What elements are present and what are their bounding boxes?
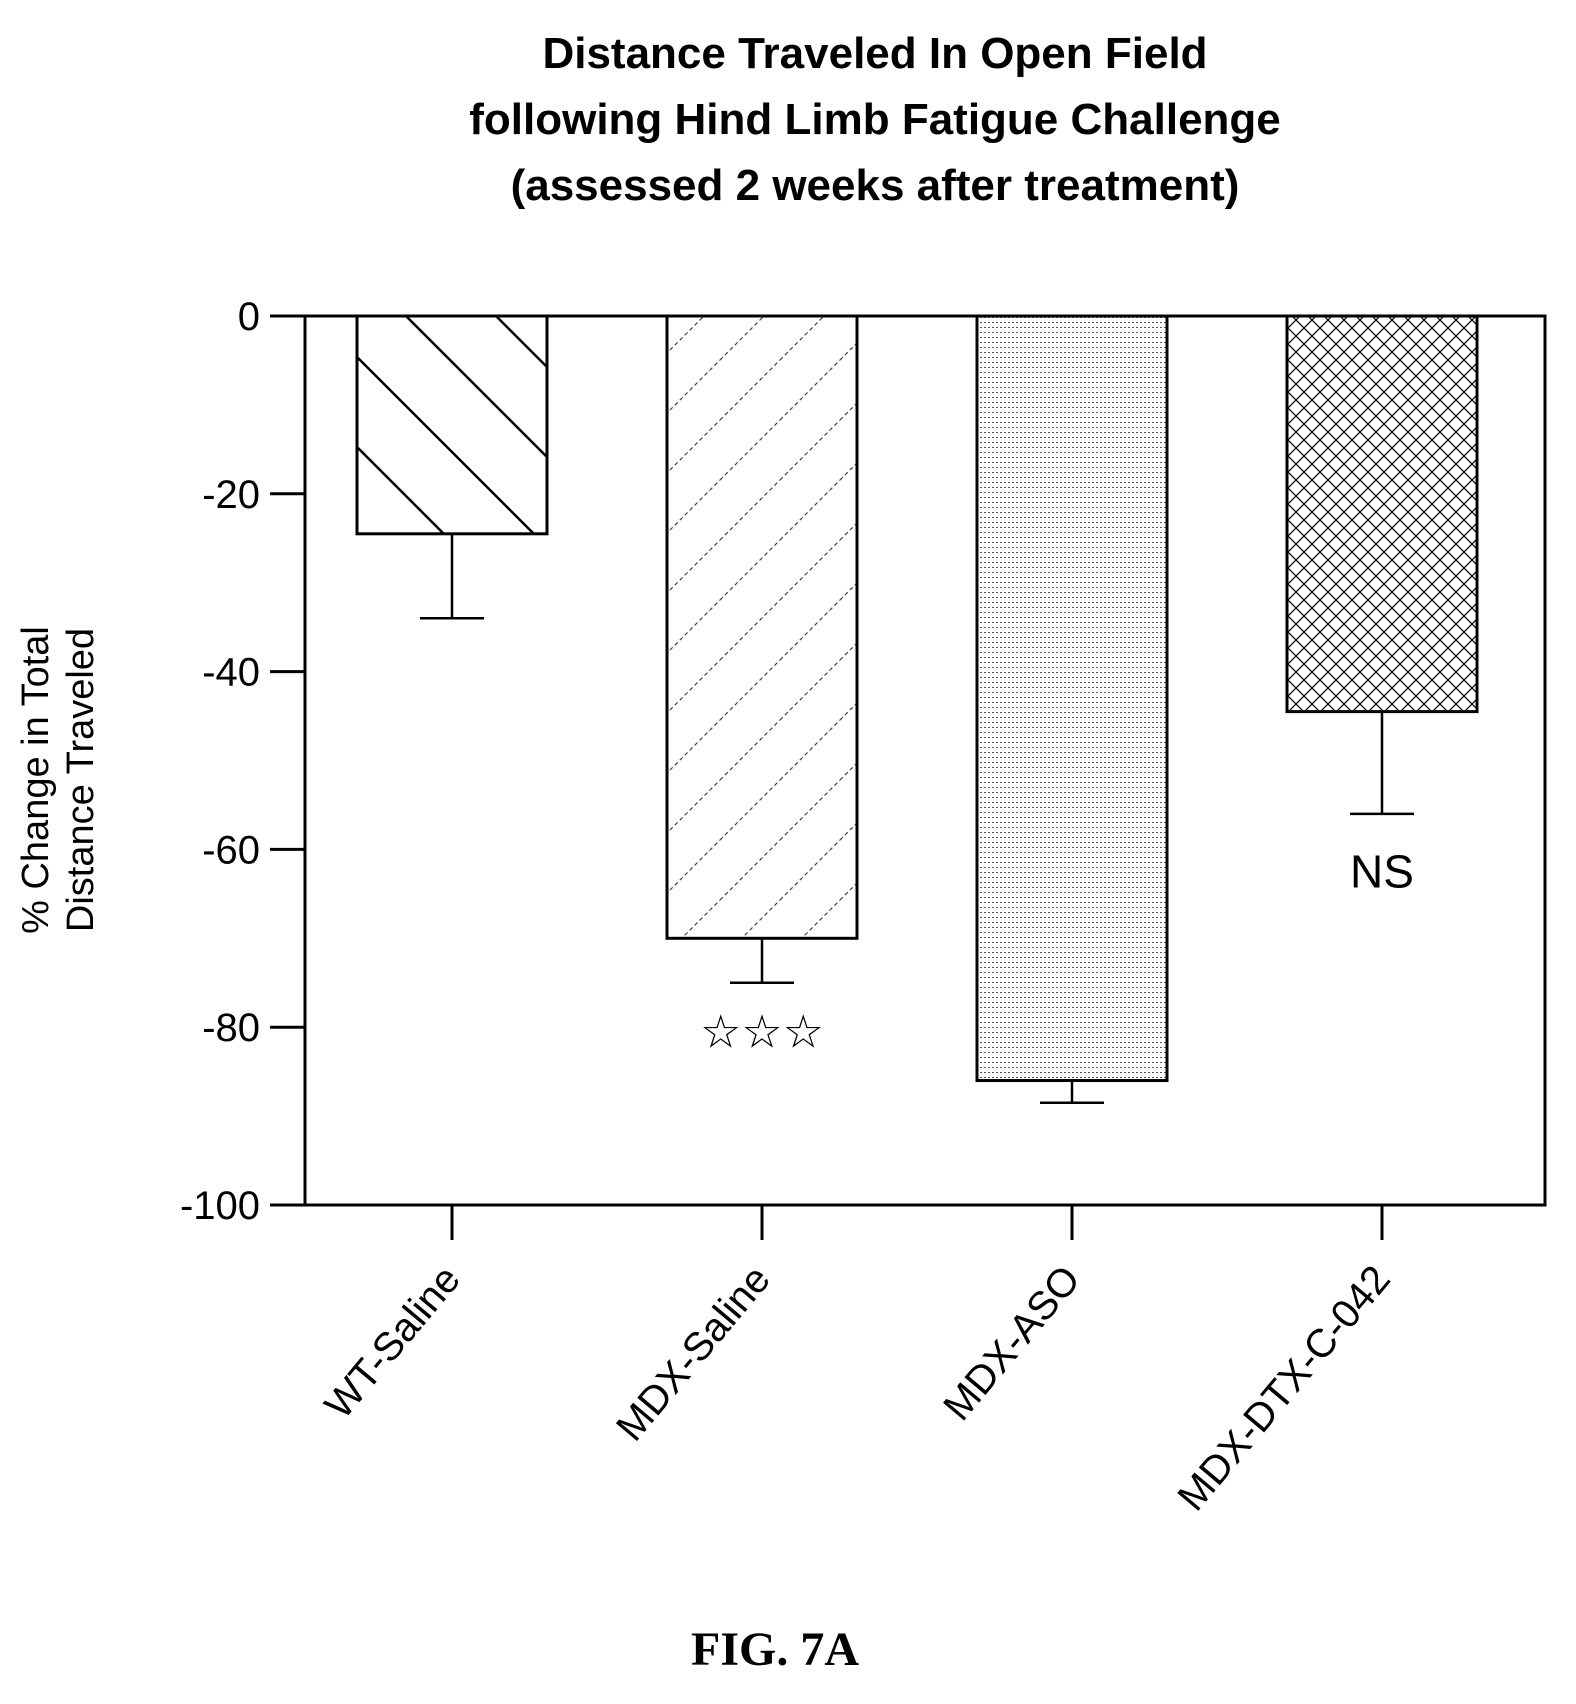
title-line: (assessed 2 weeks after treatment) [511,161,1240,210]
significance-annotations: ☆☆☆ NS [700,846,1414,1058]
y-tick-label: -40 [202,651,260,695]
plot-frame [303,314,1547,1207]
x-tick-label: MDX-Saline [608,1258,779,1450]
significance-label: ☆☆☆ [700,1006,824,1058]
significance-label: NS [1350,846,1414,898]
plot-area [303,314,1547,1207]
y-axis: 0 -20 -40 -60 -80 -100 [180,295,305,1228]
x-tick-label: MDX-ASO [935,1258,1089,1429]
title-line: Distance Traveled In Open Field [542,29,1207,78]
figure-label: FIG. 7A [691,1623,859,1676]
bar-wt-saline [355,314,549,536]
y-tick-label: -80 [202,1006,260,1050]
y-axis-label-line: Distance Traveled [60,628,102,932]
bar-mdx-dtx-c-042 [1285,314,1479,714]
y-axis-label-line: % Change in Total [15,626,57,934]
title-line: following Hind Limb Fatigue Challenge [469,95,1281,144]
y-axis-label: % Change in Total Distance Traveled [15,626,102,934]
chart-title: Distance Traveled In Open Field following… [469,29,1281,210]
x-axis: WT-Saline MDX-Saline MDX-ASO MDX-DTX-C-042 [317,1205,1399,1519]
y-tick-label: -100 [180,1184,260,1228]
bar-mdx-aso [975,314,1169,1083]
x-tick-label: MDX-DTX-C-042 [1169,1258,1398,1520]
bar-mdx-saline [665,314,859,940]
x-tick-label: WT-Saline [317,1258,469,1428]
y-tick-label: -60 [202,828,260,872]
y-tick-label: -20 [202,473,260,517]
y-tick-label: 0 [238,295,260,339]
